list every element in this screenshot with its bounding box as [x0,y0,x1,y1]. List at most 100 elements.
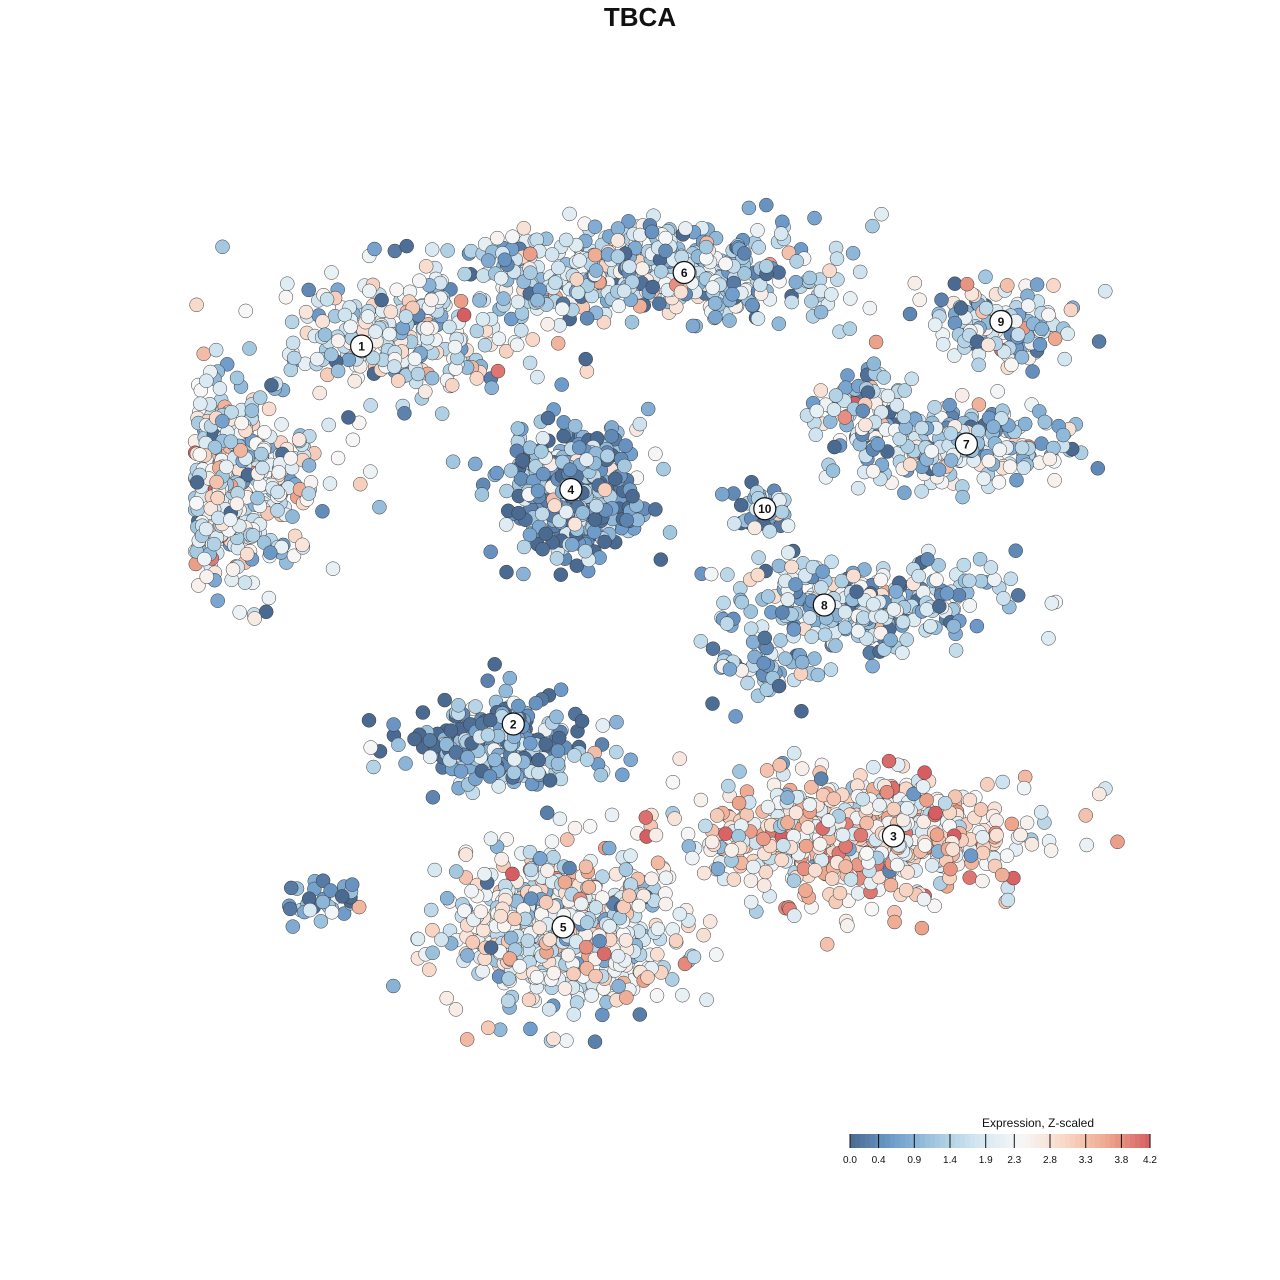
cluster-label-7: 7 [954,432,979,456]
legend-color-segment [1035,1134,1041,1148]
data-point [946,619,961,634]
data-point [798,838,814,854]
data-point [672,906,688,922]
data-point [945,842,960,857]
data-point [850,480,866,496]
data-point [621,214,636,229]
data-point [550,756,566,771]
data-point [310,351,325,367]
data-point [1060,326,1075,342]
data-point [725,287,740,302]
data-point [852,264,868,280]
data-point [771,558,787,574]
data-point [741,200,757,216]
legend-color-segment [1145,1134,1151,1148]
data-point [808,427,824,442]
legend-color-segment [970,1134,976,1148]
data-point [619,990,634,1005]
data-point [482,769,498,784]
data-point [386,978,401,994]
data-point [632,416,648,432]
data-point [198,521,214,537]
data-point [422,749,438,765]
data-point [902,457,918,472]
data-point [781,545,796,560]
legend-color-segment [870,1134,876,1148]
data-point [703,566,719,582]
data-point [823,662,839,677]
legend-color-segment [865,1134,871,1148]
data-point [705,641,721,656]
data-point [337,307,353,323]
data-point [546,965,562,981]
data-point [772,758,787,773]
data-point [609,744,624,760]
data-point [753,277,768,293]
data-point [567,516,583,532]
data-point [540,863,555,878]
data-point [899,632,914,647]
data-point [233,443,248,458]
data-point [215,239,230,255]
data-point [789,254,804,269]
data-point [291,432,307,447]
data-point [559,1033,574,1048]
data-point [315,894,331,910]
data-point [846,568,861,584]
data-point [868,334,884,350]
data-point [632,1007,648,1022]
data-point [759,197,774,213]
data-point [919,602,934,617]
data-point [282,901,298,917]
data-point [574,896,589,912]
data-point [437,692,452,708]
data-point [315,314,330,329]
data-point [189,495,204,511]
legend-colorbar [850,1134,1151,1148]
legend-color-segment [855,1134,861,1148]
legend-color-segment [1140,1134,1146,1148]
legend-color-segment [1025,1134,1031,1148]
data-point [247,611,262,626]
data-point [892,431,907,447]
data-point [824,287,839,302]
data-point [538,736,553,752]
data-point [418,384,433,399]
data-point [557,874,573,890]
data-point [780,790,795,805]
data-point [507,752,522,767]
data-point [986,419,1001,435]
data-point [716,595,731,611]
data-point [947,276,963,291]
data-point [569,272,585,287]
data-point [1016,460,1032,475]
data-point [535,541,550,557]
data-point [883,877,899,893]
legend-color-segment [1095,1134,1101,1148]
data-point [662,525,678,540]
data-point [937,795,953,811]
legend-color-segment [1070,1134,1076,1148]
data-point [542,932,557,947]
data-point [798,883,813,898]
data-point [422,962,437,977]
data-point [475,312,491,327]
data-point [862,300,878,316]
data-point [859,846,874,861]
data-point [644,871,659,887]
data-point [448,1002,464,1017]
data-point [533,851,548,866]
data-point [215,413,230,429]
legend-color-segment [850,1134,856,1148]
data-point [286,548,302,564]
data-point [541,1002,557,1017]
data-point [720,567,735,582]
data-point [457,903,472,918]
legend-tick-label: 4.2 [1143,1155,1157,1166]
data-point [366,759,381,775]
data-point [995,774,1010,790]
data-point [610,233,626,248]
data-point [622,259,637,274]
data-point [693,634,709,649]
data-point [947,348,962,363]
